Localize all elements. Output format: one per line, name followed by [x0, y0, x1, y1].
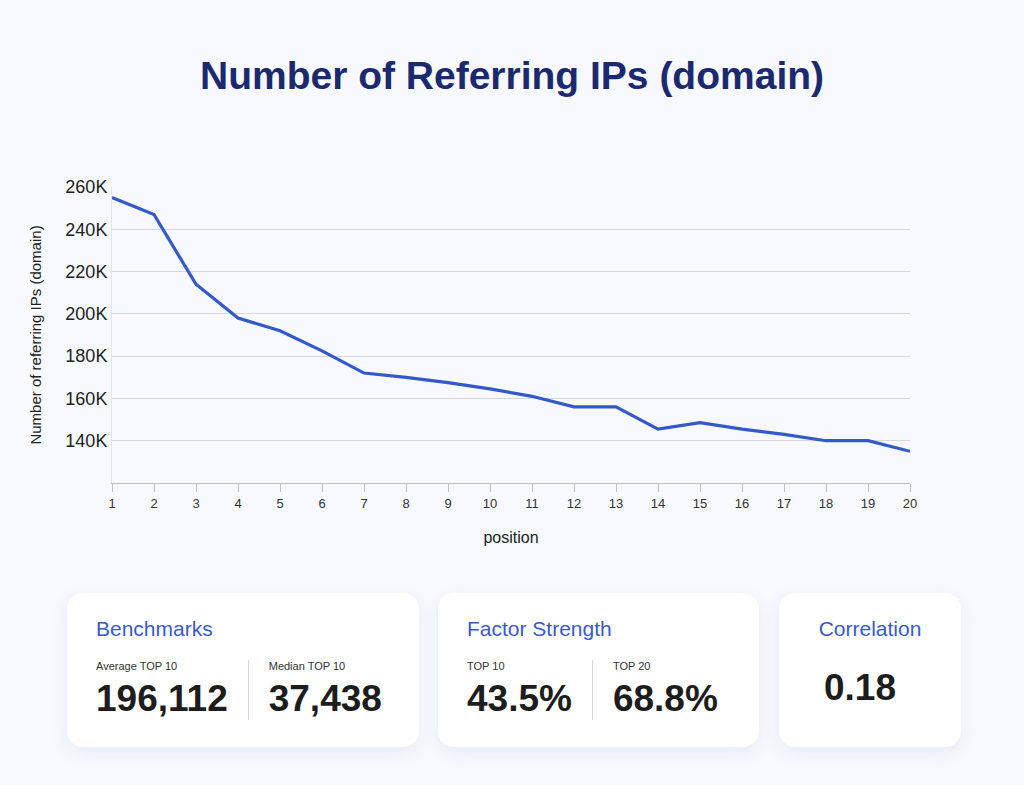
html-text:37,438: 37,438 — [268, 678, 382, 719]
svg-text:240K: 240K — [65, 220, 107, 240]
html-text:Average TOP 10: Average TOP 10 — [96, 660, 178, 672]
svg-text:position: position — [483, 529, 538, 546]
html-text:68.8%: 68.8% — [612, 678, 718, 719]
svg-text:7: 7 — [360, 496, 367, 511]
html-text:Correlation: Correlation — [818, 617, 922, 640]
svg-text:Number of Referring IPs (domai: Number of Referring IPs (domain) — [200, 54, 824, 97]
html-text:0.18: 0.18 — [824, 667, 896, 708]
svg-text:14: 14 — [651, 496, 665, 511]
svg-text:180K: 180K — [65, 346, 107, 366]
svg-text:12: 12 — [567, 496, 581, 511]
html-text:TOP 10: TOP 10 — [467, 660, 505, 672]
svg-text:9: 9 — [444, 496, 451, 511]
svg-text:11: 11 — [525, 496, 539, 511]
html-text:Factor Strength: Factor Strength — [467, 617, 612, 640]
svg-text:15: 15 — [693, 496, 707, 511]
svg-text:2: 2 — [150, 496, 157, 511]
svg-text:19: 19 — [861, 496, 875, 511]
svg-text:3: 3 — [192, 496, 199, 511]
html-text:43.5%: 43.5% — [467, 678, 572, 719]
svg-text:Number of referring IPs (domai: Number of referring IPs (domain) — [27, 225, 44, 444]
svg-text:260K: 260K — [65, 177, 107, 197]
svg-text:140K: 140K — [65, 431, 107, 451]
svg-text:18: 18 — [819, 496, 833, 511]
html-text:Benchmarks: Benchmarks — [96, 617, 213, 640]
svg-text:10: 10 — [483, 496, 497, 511]
svg-text:13: 13 — [609, 496, 623, 511]
svg-text:20: 20 — [903, 496, 917, 511]
svg-text:6: 6 — [318, 496, 325, 511]
html-text:196,112: 196,112 — [96, 678, 228, 719]
html-text:Median TOP 10: Median TOP 10 — [268, 660, 346, 672]
svg-text:8: 8 — [402, 496, 409, 511]
svg-text:17: 17 — [777, 496, 791, 511]
svg-text:5: 5 — [276, 496, 283, 511]
svg-text:16: 16 — [735, 496, 749, 511]
svg-text:1: 1 — [108, 496, 115, 511]
svg-text:200K: 200K — [65, 304, 107, 324]
html-text:TOP 20: TOP 20 — [612, 660, 651, 672]
svg-text:220K: 220K — [65, 262, 107, 282]
svg-text:160K: 160K — [65, 389, 107, 409]
svg-text:4: 4 — [234, 496, 241, 511]
